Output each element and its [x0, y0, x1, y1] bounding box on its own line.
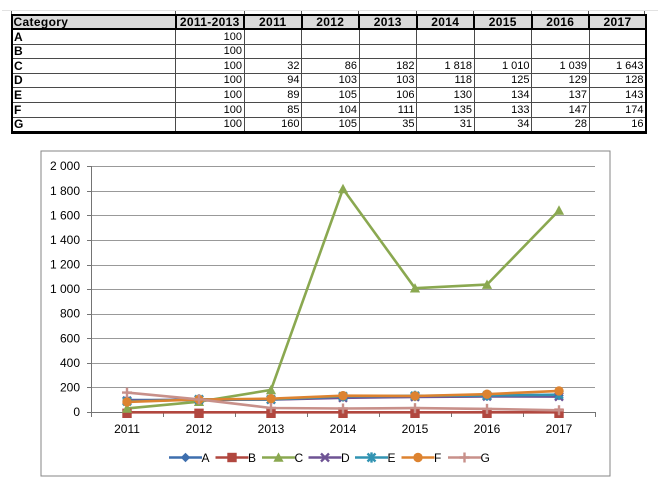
- svg-text:2012: 2012: [186, 422, 213, 436]
- svg-text:1 400: 1 400: [50, 233, 80, 247]
- svg-text:F: F: [434, 451, 441, 465]
- svg-text:1 000: 1 000: [50, 282, 80, 296]
- svg-text:2014: 2014: [330, 422, 357, 436]
- svg-text:G: G: [481, 451, 490, 465]
- svg-text:0: 0: [73, 405, 80, 419]
- svg-text:2016: 2016: [474, 422, 501, 436]
- svg-text:D: D: [341, 451, 350, 465]
- svg-text:200: 200: [60, 380, 80, 394]
- svg-text:1 800: 1 800: [50, 184, 80, 198]
- svg-text:2017: 2017: [546, 422, 573, 436]
- svg-text:B: B: [248, 451, 256, 465]
- svg-text:E: E: [388, 451, 396, 465]
- svg-text:600: 600: [60, 331, 80, 345]
- svg-text:1 200: 1 200: [50, 258, 80, 272]
- svg-text:400: 400: [60, 356, 80, 370]
- svg-text:A: A: [202, 451, 210, 465]
- svg-text:2011: 2011: [114, 422, 140, 436]
- svg-text:2013: 2013: [258, 422, 285, 436]
- svg-text:1 600: 1 600: [50, 208, 80, 222]
- svg-text:2015: 2015: [402, 422, 429, 436]
- svg-text:2 000: 2 000: [50, 159, 80, 173]
- svg-text:C: C: [295, 451, 304, 465]
- svg-text:800: 800: [60, 307, 80, 321]
